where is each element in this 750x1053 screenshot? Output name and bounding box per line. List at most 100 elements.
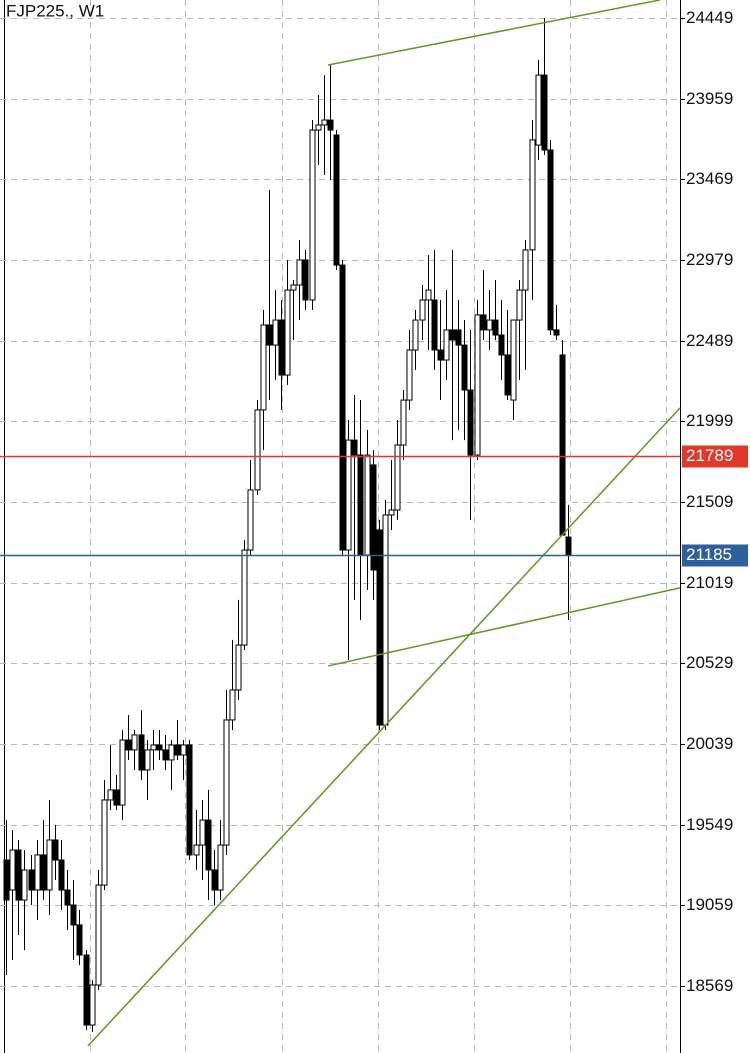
y-tick-label: 21999 bbox=[686, 411, 733, 430]
y-tick-label: 18569 bbox=[686, 976, 733, 995]
y-tick-label: 20039 bbox=[686, 734, 733, 753]
candle-body bbox=[193, 844, 200, 856]
trend-line bbox=[327, 0, 660, 66]
candle-body bbox=[364, 454, 371, 556]
candle-body bbox=[357, 454, 364, 556]
y-tick-label: 21509 bbox=[686, 492, 733, 511]
candle-body bbox=[89, 984, 96, 1026]
candle-body bbox=[492, 319, 499, 336]
candle-body bbox=[388, 509, 395, 516]
candle-body bbox=[119, 739, 126, 806]
candle-body bbox=[315, 124, 322, 131]
candle-body bbox=[34, 854, 41, 891]
candle-body bbox=[162, 749, 169, 761]
candle-body bbox=[254, 409, 261, 491]
candle-body bbox=[406, 349, 413, 401]
candle-body bbox=[351, 439, 358, 456]
candle-body bbox=[541, 74, 548, 151]
candle-body bbox=[21, 869, 28, 901]
candle-body bbox=[101, 799, 108, 886]
candle-body bbox=[186, 744, 193, 856]
candle-body bbox=[284, 289, 291, 376]
candle-body bbox=[333, 134, 340, 266]
price-label-bg bbox=[682, 544, 748, 567]
candle-body bbox=[486, 319, 493, 331]
y-tick-label: 24449 bbox=[686, 8, 733, 27]
candle-body bbox=[553, 329, 560, 336]
y-tick-label: 19059 bbox=[686, 895, 733, 914]
candle-body bbox=[15, 849, 22, 901]
chart-title: FJP225., W1 bbox=[6, 1, 104, 20]
price-label: 21185 bbox=[686, 545, 732, 564]
candle-body bbox=[296, 259, 303, 286]
candle-body bbox=[382, 514, 389, 726]
candle-body bbox=[461, 344, 468, 391]
candle-body bbox=[113, 789, 120, 806]
candle-body bbox=[559, 354, 566, 536]
candle-body bbox=[125, 739, 132, 751]
candle-body bbox=[339, 264, 346, 551]
candle-body bbox=[156, 744, 163, 751]
candle-body bbox=[394, 444, 401, 511]
candle-body bbox=[211, 869, 218, 891]
candle-body bbox=[437, 349, 444, 361]
candle-body bbox=[180, 744, 187, 756]
candle-body bbox=[76, 924, 83, 956]
candle-body bbox=[345, 439, 352, 551]
candle-body bbox=[309, 129, 316, 301]
candle-body bbox=[290, 284, 297, 291]
candle-body bbox=[107, 789, 114, 801]
candle-body bbox=[205, 819, 212, 871]
trend-line bbox=[327, 587, 681, 667]
candle-body bbox=[278, 319, 285, 376]
y-tick-label: 19549 bbox=[686, 815, 733, 834]
candle-body bbox=[229, 689, 236, 721]
candle-body bbox=[565, 536, 572, 556]
candle-body bbox=[504, 354, 511, 396]
candle-body bbox=[95, 884, 102, 986]
candle-body bbox=[260, 324, 267, 411]
candle-body bbox=[3, 859, 10, 901]
candle-body bbox=[321, 119, 328, 126]
candle-body bbox=[266, 324, 273, 346]
candle-body bbox=[510, 319, 517, 401]
candle-body bbox=[217, 844, 224, 891]
candle-body bbox=[370, 464, 377, 571]
candle-body bbox=[131, 734, 138, 751]
candle-body bbox=[474, 314, 481, 456]
candle-body bbox=[480, 314, 487, 331]
candle-body bbox=[199, 819, 206, 846]
candle-body bbox=[455, 329, 462, 346]
price-label-bg bbox=[682, 445, 748, 468]
candle-body bbox=[425, 289, 432, 301]
candle-body bbox=[52, 839, 59, 861]
candle-body bbox=[241, 549, 248, 646]
y-tick-label: 22489 bbox=[686, 331, 733, 350]
candle-body bbox=[9, 849, 16, 891]
candle-body bbox=[40, 854, 47, 891]
candle-body bbox=[168, 744, 175, 761]
candle-body bbox=[58, 859, 65, 891]
candle-body bbox=[400, 399, 407, 446]
trend-line bbox=[87, 407, 681, 1047]
y-tick-label: 23959 bbox=[686, 89, 733, 108]
candle-body bbox=[449, 329, 456, 341]
candle-body bbox=[138, 734, 145, 771]
candle-body bbox=[498, 334, 505, 356]
candle-body bbox=[144, 749, 151, 771]
candle-body bbox=[70, 904, 77, 926]
y-tick-label: 22979 bbox=[686, 250, 733, 269]
y-tick-label: 21019 bbox=[686, 573, 733, 592]
candle-body bbox=[247, 489, 254, 551]
candle-body bbox=[522, 249, 529, 291]
y-tick-label: 23469 bbox=[686, 169, 733, 188]
candle-body bbox=[376, 529, 383, 726]
candle-body bbox=[272, 319, 279, 346]
candle-body bbox=[412, 319, 419, 351]
candle-body bbox=[443, 329, 450, 361]
candle-body bbox=[302, 259, 309, 301]
plot bbox=[0, 0, 681, 1053]
candle-body bbox=[431, 299, 438, 351]
